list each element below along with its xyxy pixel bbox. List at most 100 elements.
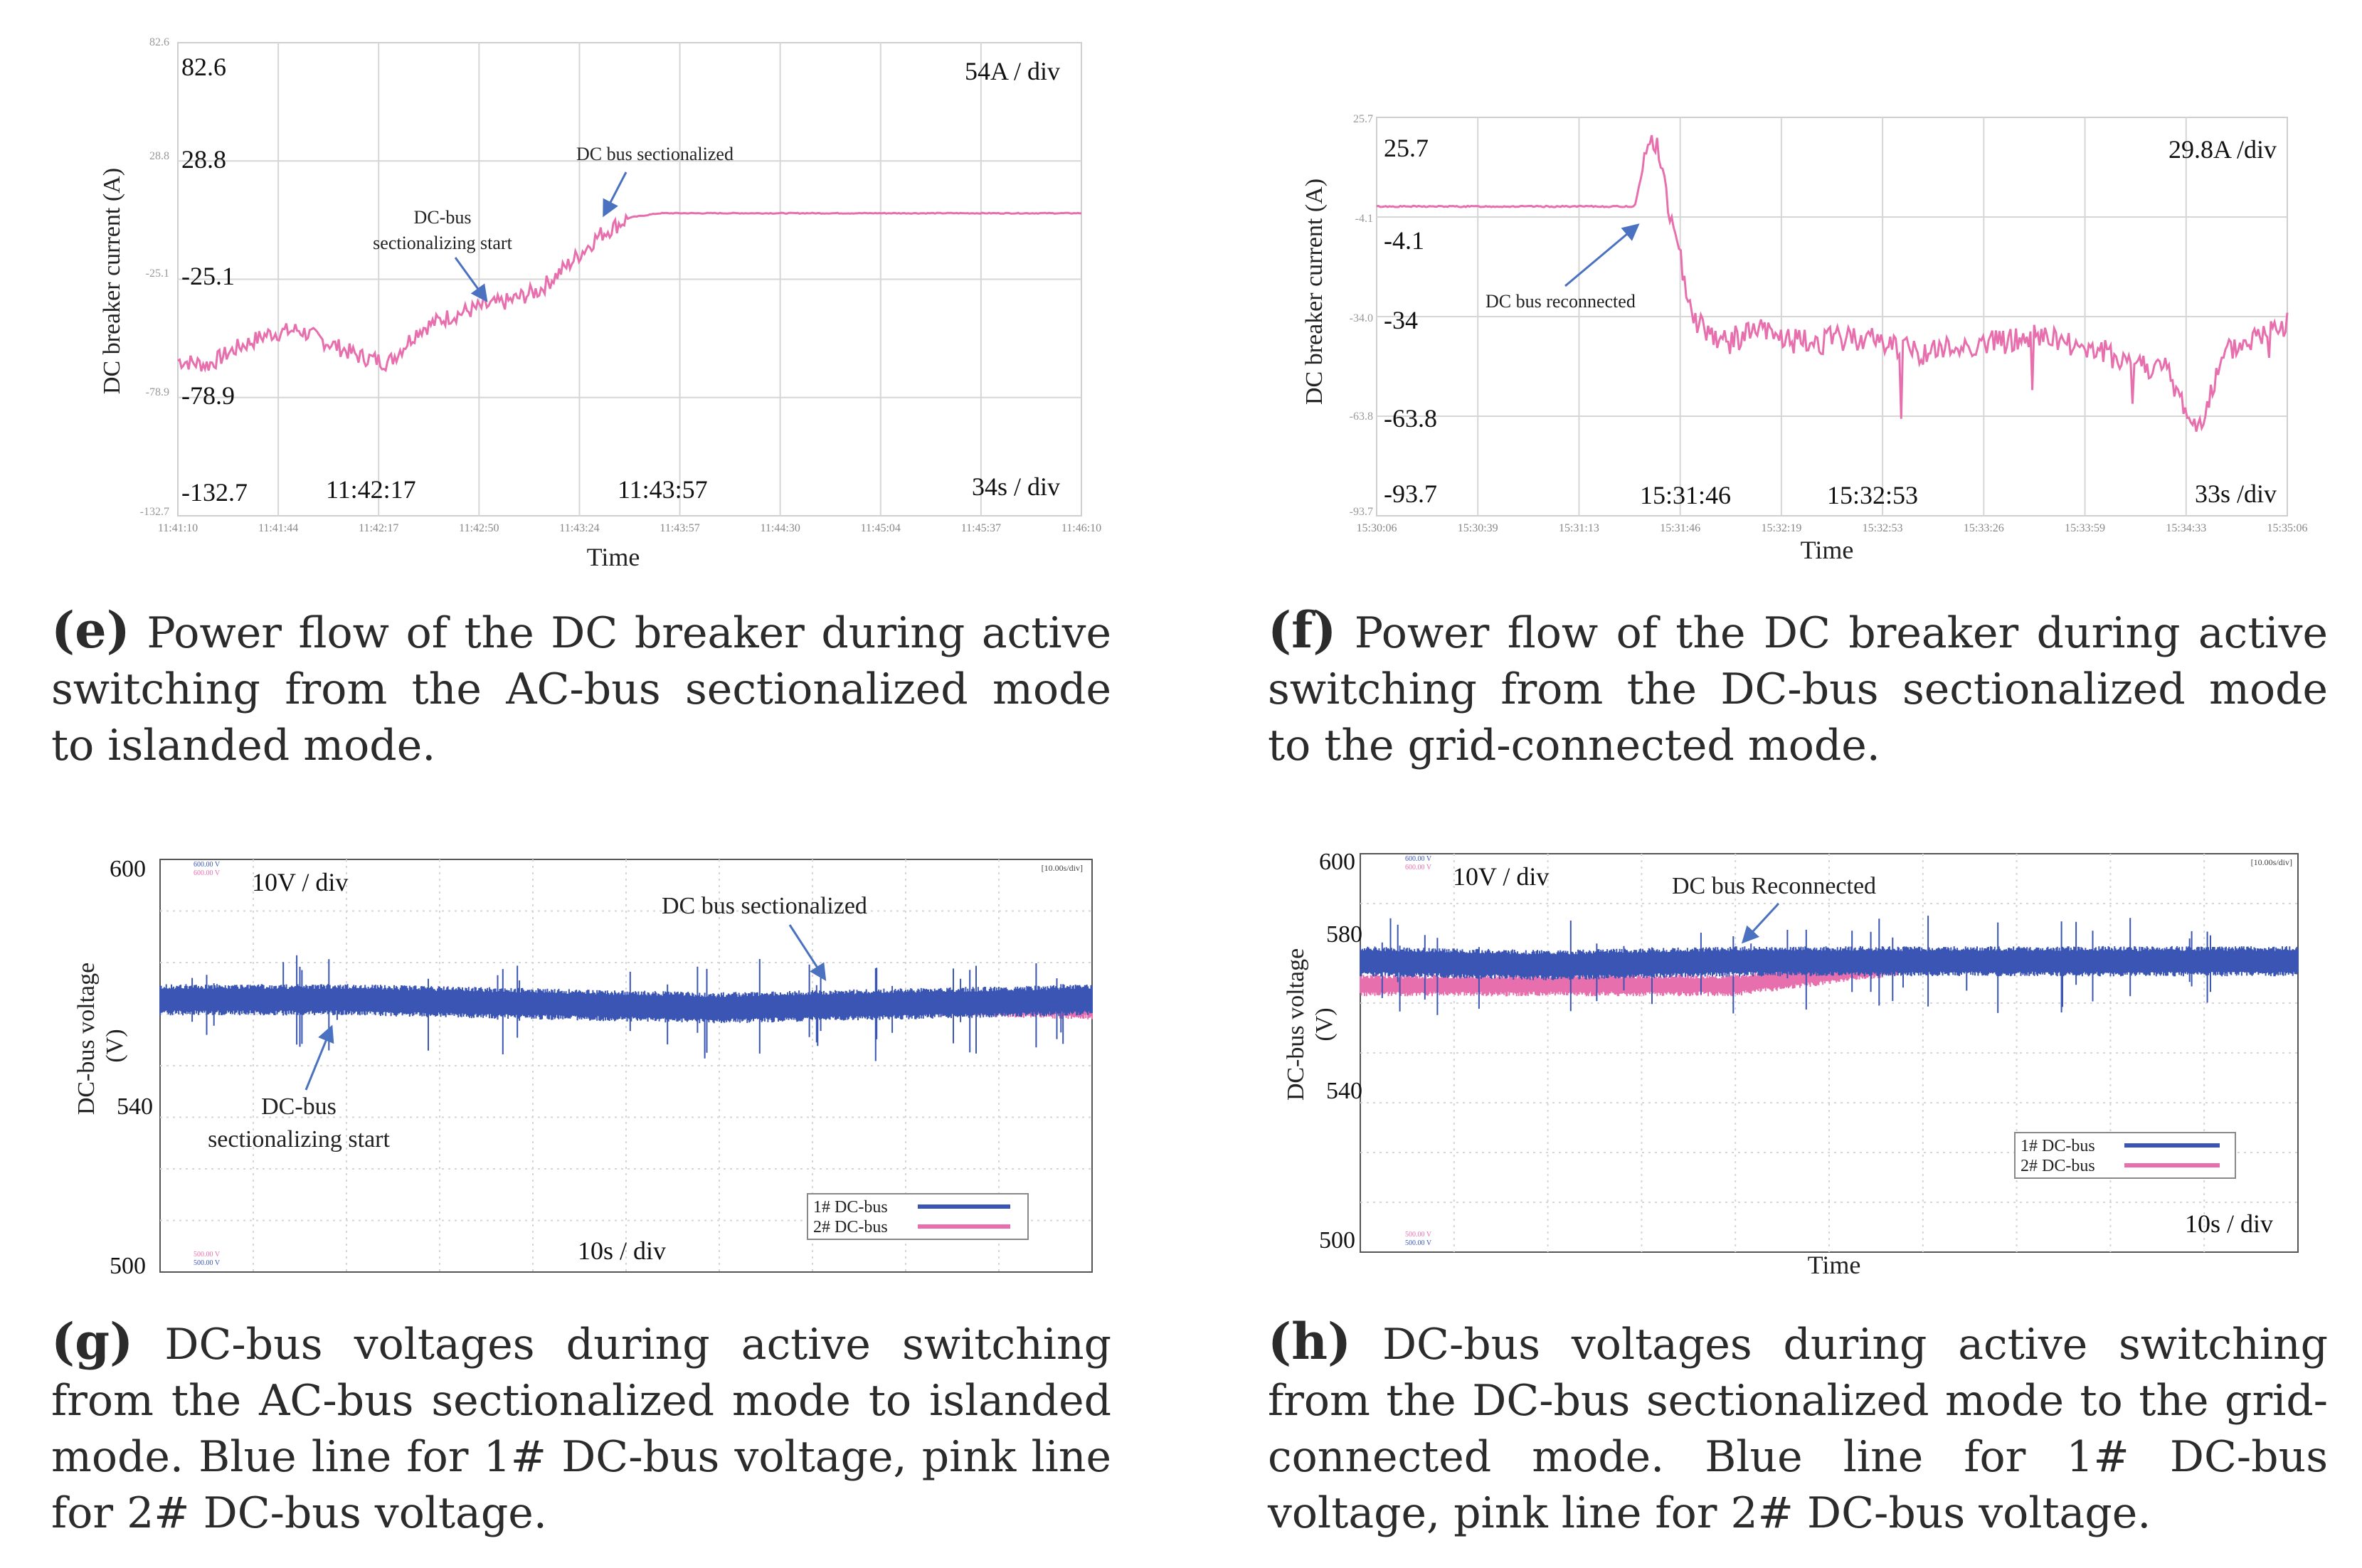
panel-f-x-big-label: 15:31:46 bbox=[1640, 481, 1731, 509]
series-band-1-dc-bus bbox=[159, 955, 1093, 1061]
x-tick-label: 15:31:13 bbox=[1559, 522, 1599, 534]
caption-g-letter-close: ) bbox=[110, 1312, 134, 1371]
panel-f-small-y-tick: -4.1 bbox=[1355, 213, 1373, 225]
panel-h-legend-box bbox=[2014, 1132, 2236, 1179]
panel-g-annotation-sectionalized: DC bus sectionalized bbox=[662, 893, 867, 919]
panel-f-grid bbox=[1377, 117, 2287, 516]
panel-e-y-axis-label: DC breaker current (A) bbox=[99, 168, 125, 394]
panel-f-scale-y: 29.8A /div bbox=[2168, 135, 2277, 164]
panel-g-mini-lo1: 500.00 V bbox=[194, 1251, 221, 1259]
panel-f-y-axis-label: DC breaker current (A) bbox=[1301, 179, 1328, 405]
x-tick-label: 11:43:24 bbox=[559, 522, 599, 534]
panel-g-legend-box bbox=[807, 1193, 1029, 1240]
x-tick-label: 15:32:53 bbox=[1863, 522, 1903, 534]
panel-e-small-y-tick: -132.7 bbox=[140, 506, 169, 518]
panel-f-big-y-label: -34 bbox=[1384, 306, 1418, 334]
panel-f-scale-x: 33s /div bbox=[2195, 480, 2277, 508]
panel-g-annotation-start-1: DC-bus bbox=[261, 1093, 337, 1120]
caption-e-text: Power flow of the DC breaker during acti… bbox=[51, 608, 1111, 770]
panel-h-y-axis-label: DC-bus voltage bbox=[1283, 948, 1309, 1101]
panel-e-annotation-start-2: sectionalizing start bbox=[373, 233, 512, 253]
panel-g-y-axis-label: DC-bus voltage bbox=[73, 963, 100, 1115]
panel-g-annotation-arrow bbox=[788, 924, 827, 982]
caption-h-letter: h bbox=[1291, 1312, 1328, 1371]
series-band-1-dc-bus bbox=[1360, 916, 2299, 1015]
panel-g-mini-lo2: 500.00 V bbox=[194, 1259, 221, 1267]
panel-e-x-big-label: 11:42:17 bbox=[326, 475, 416, 504]
panel-g-y-tick: 500 bbox=[110, 1253, 146, 1279]
panel-e-small-y-tick: 82.6 bbox=[149, 36, 169, 48]
panel-g-mini-ch1: 600.00 V bbox=[194, 861, 221, 869]
panel-e-annotation-arrow bbox=[454, 257, 488, 302]
panel-f-big-y-label: -93.7 bbox=[1384, 480, 1437, 508]
panel-e-data-line bbox=[177, 211, 1082, 373]
panel-e-x-big-label: 11:43:57 bbox=[618, 475, 708, 504]
panel-g-annotation-start-2: sectionalizing start bbox=[208, 1126, 390, 1153]
panel-h-annotation-reconnected: DC bus Reconnected bbox=[1672, 873, 1876, 899]
panel-f-x-axis-label: Time bbox=[1801, 536, 1854, 564]
caption-f: (f) Power flow of the DC breaker during … bbox=[1268, 602, 2328, 774]
panel-f: DC breaker current (A) Time 25.7 -4.1 -3… bbox=[1301, 113, 2307, 564]
panel-e-annotation-start-1: DC-bus bbox=[414, 207, 472, 228]
panel-f-annotation-reconnected: DC bus reconnected bbox=[1485, 291, 1636, 312]
x-tick-label: 11:42:17 bbox=[359, 522, 398, 534]
series-line-dc-breaker-current bbox=[1376, 134, 2289, 432]
panel-f-small-y-tick: -63.8 bbox=[1350, 410, 1373, 423]
panel-h-y-tick: 500 bbox=[1319, 1227, 1355, 1254]
x-tick-label: 11:42:50 bbox=[459, 522, 499, 534]
panel-h-x-axis-label: Time bbox=[1808, 1251, 1861, 1279]
panel-h-annotation-arrow bbox=[1741, 902, 1780, 944]
panel-h-y-tick: 540 bbox=[1326, 1078, 1362, 1104]
panel-g-y-tick: 600 bbox=[110, 856, 146, 882]
panel-e-small-y-tick: 28.8 bbox=[149, 150, 169, 162]
x-tick-label: 11:43:57 bbox=[660, 522, 699, 534]
panel-e-grid bbox=[178, 43, 1081, 516]
caption-h-text: DC-bus voltages during active switching … bbox=[1268, 1320, 2328, 1538]
x-tick-label: 11:45:04 bbox=[861, 522, 901, 534]
panel-h-y-axis-unit: (V) bbox=[1311, 1007, 1338, 1041]
panel-e-scale-y: 54A / div bbox=[965, 57, 1060, 85]
panel-h-scale-y: 10V / div bbox=[1453, 862, 1549, 891]
x-tick-label: 15:33:59 bbox=[2065, 522, 2105, 534]
x-tick-label: 11:41:44 bbox=[258, 522, 298, 534]
caption-e-letter: e bbox=[75, 600, 107, 659]
caption-f-text: Power flow of the DC breaker during acti… bbox=[1268, 608, 2328, 770]
caption-g-text: DC-bus voltages during active switching … bbox=[51, 1320, 1111, 1538]
caption-g-letter: g bbox=[75, 1312, 110, 1371]
panel-e-annotation-sectionalized: DC bus sectionalized bbox=[576, 144, 734, 164]
caption-f-letter: f bbox=[1291, 600, 1313, 659]
panel-h-data-lines bbox=[1360, 916, 2299, 1015]
panel-f-x-ticks: 15:30:06 15:30:39 15:31:13 15:31:46 15:32:19… bbox=[1357, 522, 2308, 534]
panel-g-annotation-arrow bbox=[304, 1024, 334, 1091]
panel-e-big-y-label: -132.7 bbox=[181, 478, 248, 507]
panel-e-annotation-arrow bbox=[603, 171, 627, 218]
panel-g-mini-ch2: 600.00 V bbox=[194, 869, 221, 877]
panel-e-big-y-label: 82.6 bbox=[181, 53, 226, 81]
panel-f-data-line bbox=[1376, 134, 2289, 432]
x-tick-label: 15:32:19 bbox=[1761, 522, 1801, 534]
panel-h-mini-lo1: 500.00 V bbox=[1405, 1231, 1432, 1239]
caption-h-letter-close: ) bbox=[1328, 1312, 1352, 1371]
panel-e-x-ticks: 11:41:10 11:41:44 11:42:17 11:42:50 11:43:24… bbox=[158, 522, 1101, 534]
panel-g-scale-x: 10s / div bbox=[578, 1236, 666, 1265]
x-tick-label: 15:31:46 bbox=[1660, 522, 1700, 534]
caption-h-letter-open: ( bbox=[1268, 1312, 1292, 1371]
series-line-dc-breaker-current bbox=[177, 211, 1082, 373]
panel-e-big-y-label: 28.8 bbox=[181, 145, 226, 174]
caption-g: (g) DC-bus voltages during active switch… bbox=[51, 1313, 1111, 1542]
panel-g-corner-tag: [10.00s/div] bbox=[1042, 863, 1083, 873]
caption-e: (e) Power flow of the DC breaker during … bbox=[51, 602, 1111, 774]
panel-h-legend-label-2: 2# DC-bus bbox=[2021, 1157, 2095, 1175]
panel-e-small-y-tick: -25.1 bbox=[146, 267, 169, 280]
panel-h-scale-x: 10s / div bbox=[2185, 1209, 2273, 1238]
panel-h-mini-ch1: 600.00 V bbox=[1405, 855, 1432, 863]
panel-g-scale-y: 10V / div bbox=[252, 868, 348, 896]
caption-f-letter-open: ( bbox=[1268, 600, 1292, 659]
panel-e: DC breaker current (A) Time 82.6 28.8 -2… bbox=[99, 36, 1101, 571]
panel-e-scale-x: 34s / div bbox=[972, 472, 1060, 501]
caption-h: (h) DC-bus voltages during active switch… bbox=[1268, 1313, 2328, 1542]
panel-g-legend-label-1: 1# DC-bus bbox=[813, 1198, 888, 1217]
panel-h-y-tick: 600 bbox=[1319, 849, 1355, 875]
panel-f-big-y-label: -63.8 bbox=[1384, 404, 1437, 433]
